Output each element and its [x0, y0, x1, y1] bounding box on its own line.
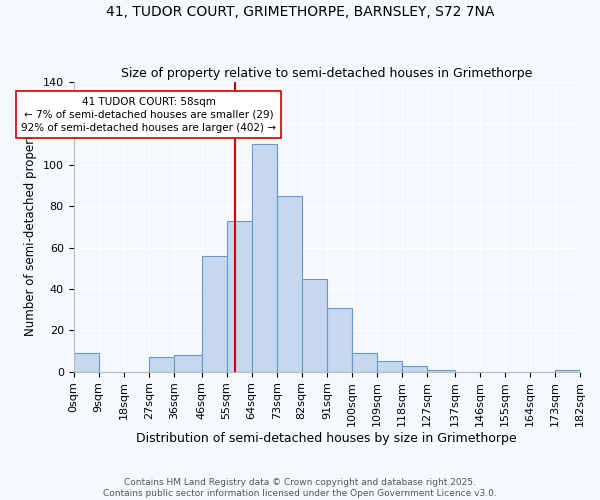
Bar — [402, 366, 427, 372]
Title: Size of property relative to semi-detached houses in Grimethorpe: Size of property relative to semi-detach… — [121, 66, 532, 80]
Bar — [352, 353, 377, 372]
Bar — [427, 370, 455, 372]
Y-axis label: Number of semi-detached properties: Number of semi-detached properties — [24, 118, 37, 336]
Bar — [277, 196, 302, 372]
Bar — [377, 362, 402, 372]
Bar — [227, 220, 251, 372]
Bar — [74, 353, 98, 372]
Text: Contains HM Land Registry data © Crown copyright and database right 2025.
Contai: Contains HM Land Registry data © Crown c… — [103, 478, 497, 498]
X-axis label: Distribution of semi-detached houses by size in Grimethorpe: Distribution of semi-detached houses by … — [136, 432, 517, 445]
Text: 41 TUDOR COURT: 58sqm
← 7% of semi-detached houses are smaller (29)
92% of semi-: 41 TUDOR COURT: 58sqm ← 7% of semi-detac… — [21, 96, 276, 133]
Bar — [149, 357, 174, 372]
Bar — [327, 308, 352, 372]
Text: 41, TUDOR COURT, GRIMETHORPE, BARNSLEY, S72 7NA: 41, TUDOR COURT, GRIMETHORPE, BARNSLEY, … — [106, 5, 494, 19]
Bar — [174, 355, 202, 372]
Bar — [555, 370, 580, 372]
Bar — [251, 144, 277, 372]
Bar — [302, 278, 327, 372]
Bar — [202, 256, 227, 372]
